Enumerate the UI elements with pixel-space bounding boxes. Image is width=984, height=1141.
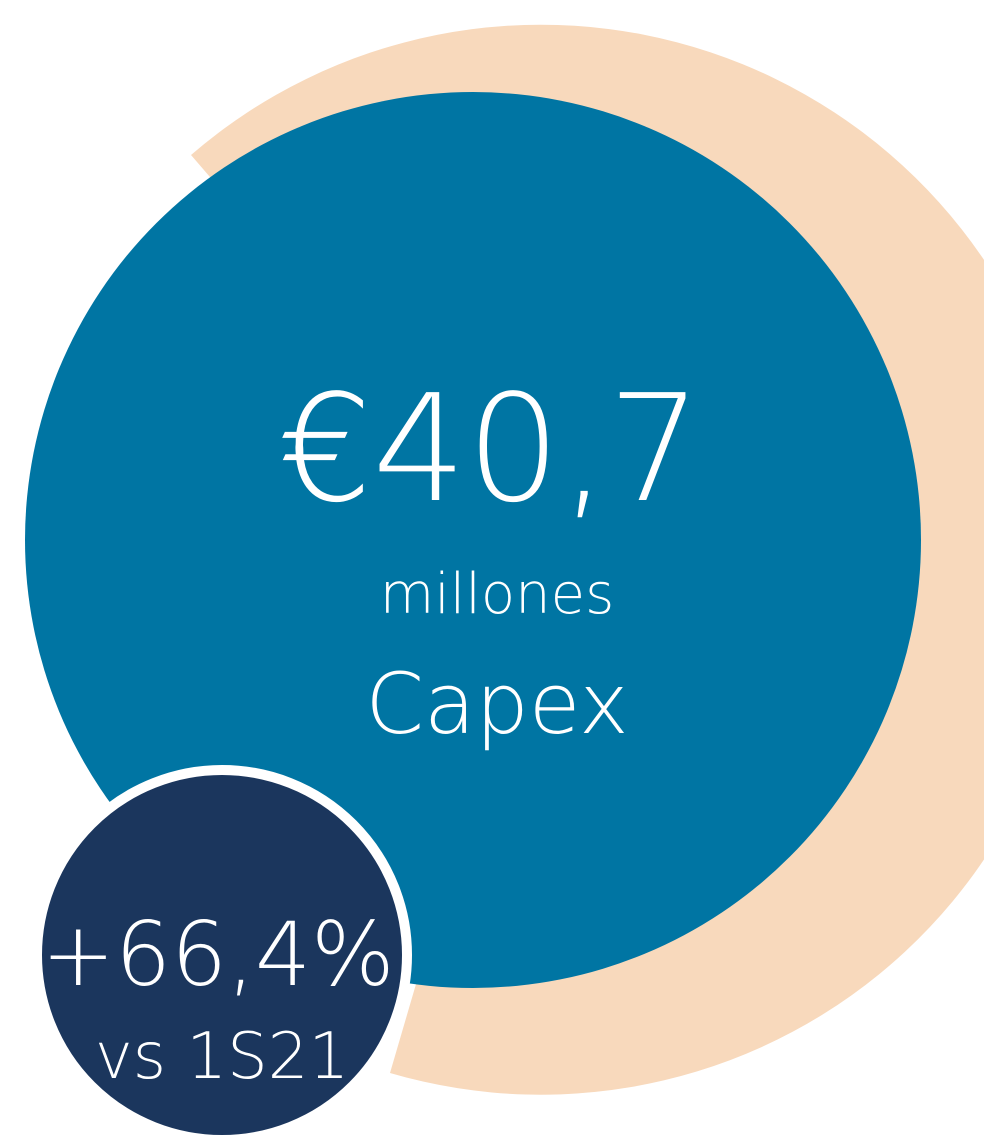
badge-change: +66,4% xyxy=(41,903,394,1006)
headline-label: Capex xyxy=(365,655,628,753)
headline-value: €40,7 xyxy=(278,363,702,535)
main-circle xyxy=(25,92,921,988)
badge-circle xyxy=(32,765,412,1141)
headline-unit: millones xyxy=(380,562,615,627)
badge-comparison: vs 1S21 xyxy=(95,1020,349,1094)
